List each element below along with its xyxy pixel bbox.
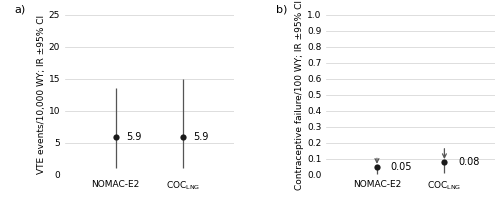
Y-axis label: Contraceptive failure/100 WY; IR ±95% CI: Contraceptive failure/100 WY; IR ±95% CI <box>296 0 304 190</box>
Text: 5.9: 5.9 <box>193 132 208 142</box>
Text: 5.9: 5.9 <box>126 132 141 142</box>
Y-axis label: VTE events/10,000 WY; IR ±95% CI: VTE events/10,000 WY; IR ±95% CI <box>37 15 46 174</box>
Text: 0.08: 0.08 <box>458 157 479 167</box>
Text: b): b) <box>276 5 287 15</box>
Text: a): a) <box>14 5 26 15</box>
Text: 0.05: 0.05 <box>390 162 412 172</box>
